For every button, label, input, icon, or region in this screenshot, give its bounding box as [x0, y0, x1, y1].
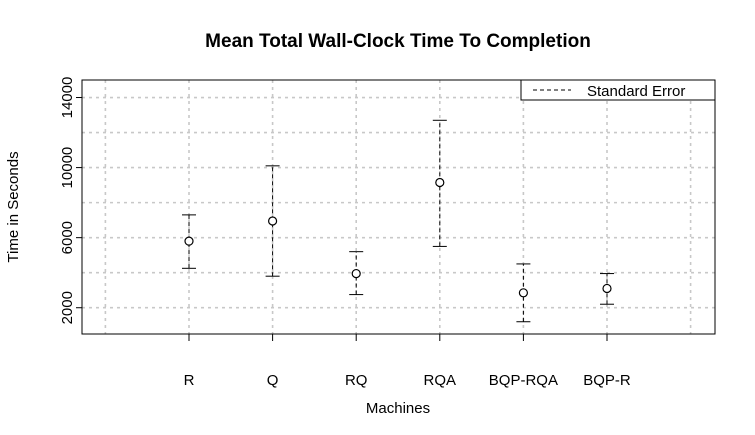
y-tick-label: 14000: [59, 77, 76, 119]
y-tick-label: 6000: [59, 221, 76, 254]
y-axis-label: Time in Seconds: [5, 151, 22, 262]
mean-points: [184, 177, 612, 298]
y-tick-label: 10000: [59, 147, 76, 189]
mean-point: [435, 177, 445, 188]
x-axis: R Q RQ RQA BQP-RQA BQP-R: [184, 334, 631, 389]
error-bars: [182, 119, 614, 323]
mean-point: [184, 236, 194, 246]
mean-point: [602, 283, 612, 294]
mean-point: [518, 288, 529, 298]
chart-title: Mean Total Wall-Clock Time To Completion: [205, 31, 591, 52]
x-tick-label: RQA: [424, 372, 457, 389]
y-tick-label: 2000: [59, 291, 76, 324]
legend-box: [520, 79, 716, 101]
x-tick-label: BQP-RQA: [489, 372, 558, 389]
plot-frame: [81, 79, 716, 335]
grid: [82, 80, 715, 334]
x-tick-label: BQP-R: [583, 372, 631, 389]
y-axis: 2000 6000 10000 14000: [59, 77, 82, 324]
legend-entry-standard-error: Standard Error: [587, 83, 685, 100]
x-axis-label: Machines: [366, 400, 430, 417]
mean-point: [351, 268, 361, 279]
mean-point: [268, 216, 278, 226]
x-tick-label: R: [184, 372, 195, 389]
legend: Standard Error: [520, 79, 716, 101]
x-tick-label: Q: [267, 372, 279, 389]
x-tick-label: RQ: [345, 372, 368, 389]
